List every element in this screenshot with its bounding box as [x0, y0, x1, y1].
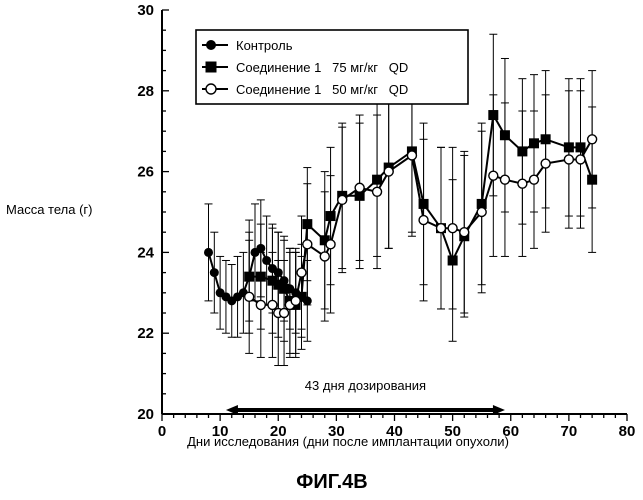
chart-legend: Контроль Соединение 1 75 мг/кг QD Соединен…: [195, 29, 469, 105]
legend-box: [195, 29, 469, 105]
data-point-square: [476, 198, 487, 209]
data-point-open-circle: [354, 182, 365, 193]
data-point-open-circle: [302, 239, 313, 250]
data-point-open-circle: [499, 174, 511, 185]
y-tick-label: 28: [137, 83, 154, 100]
data-point-square: [540, 134, 551, 145]
legend-entry-label: Соединение 1 75 мг/кг QD: [236, 60, 408, 75]
data-point-open-circle: [563, 154, 575, 165]
x-tick-label: 70: [561, 423, 578, 440]
data-point-open-circle: [325, 239, 336, 250]
dosing-annotation-text: 43 дня дозирования: [305, 378, 426, 393]
data-point-open-circle: [278, 307, 290, 319]
data-point-open-circle: [255, 299, 267, 311]
data-point-open-circle: [406, 150, 418, 161]
x-tick-label: 20: [270, 423, 287, 440]
data-point-square: [488, 110, 499, 121]
data-point-square: [447, 255, 458, 266]
data-point-square: [418, 198, 429, 209]
data-point-open-circle: [459, 226, 470, 238]
data-point-square: [563, 142, 574, 153]
data-point-open-circle: [336, 194, 348, 206]
data-point-open-circle: [435, 222, 447, 234]
x-tick-label: 80: [619, 423, 636, 440]
data-point-open-circle: [418, 214, 429, 226]
legend-entry-label: Контроль: [236, 38, 293, 53]
data-point-filled-circle: [206, 40, 216, 50]
dosing-arrow-left-head: [225, 404, 238, 415]
data-point-open-circle: [296, 267, 307, 278]
data-point-open-circle: [476, 206, 487, 218]
data-point-square: [354, 190, 365, 201]
data-point-filled-circle: [256, 243, 266, 253]
data-point-square: [325, 211, 336, 222]
y-tick-label: 20: [137, 406, 154, 423]
data-point-open-circle: [290, 295, 301, 307]
data-point-open-circle: [267, 299, 278, 311]
data-point-open-circle: [205, 83, 217, 95]
data-point-open-circle: [517, 178, 528, 189]
series-line: [248, 138, 593, 314]
data-point-open-circle: [540, 158, 551, 169]
data-point-square: [244, 271, 255, 282]
data-point-filled-circle: [262, 255, 272, 265]
data-point-open-circle: [319, 251, 330, 262]
data-point-open-circle: [447, 222, 458, 234]
y-tick-label: 24: [137, 244, 154, 261]
data-point-square: [499, 130, 510, 141]
x-tick-label: 40: [386, 423, 403, 440]
x-tick-label: 0: [158, 423, 166, 440]
dosing-annotation: 43 дня дозирования: [225, 378, 505, 415]
data-point-square: [529, 138, 539, 149]
data-point-filled-circle: [273, 268, 283, 278]
x-tick-label: 60: [502, 423, 519, 440]
data-point-square: [517, 146, 528, 157]
data-point-square: [267, 275, 278, 286]
data-point-square: [279, 283, 290, 294]
y-tick-label: 30: [137, 2, 154, 19]
data-point-square: [587, 174, 598, 185]
axes-layer: 20 22 24 26 28 30 0 10 20 30 40 50 60 70 80: [137, 2, 635, 440]
y-axis-label: Масса тела (г): [6, 202, 92, 217]
data-point-square: [319, 235, 330, 246]
dosing-arrow-right-head: [492, 404, 505, 415]
data-point-square: [575, 142, 586, 153]
data-point-filled-circle: [204, 247, 213, 257]
data-point-square: [205, 61, 217, 73]
y-tick-label: 22: [137, 325, 154, 342]
legend-entry-label: Соединение 1 50 мг/кг QD: [236, 82, 408, 97]
data-point-open-circle: [488, 170, 499, 181]
x-tick-label: 50: [444, 423, 461, 440]
x-axis-label: Дни исследования (дни после имплантации …: [187, 434, 509, 449]
data-point-square: [302, 219, 313, 230]
data-point-filled-circle: [209, 268, 219, 278]
y-tick-label: 26: [137, 164, 154, 181]
data-point-square: [296, 291, 307, 302]
data-point-open-circle: [528, 174, 540, 185]
data-point-open-circle: [575, 154, 586, 165]
data-point-open-circle: [586, 134, 598, 145]
data-point-open-circle: [243, 291, 255, 303]
x-tick-label: 30: [328, 423, 345, 440]
data-point-square: [273, 279, 284, 290]
series-markers-layer: [204, 110, 598, 319]
data-point-square: [372, 174, 383, 185]
data-point-open-circle: [371, 186, 383, 198]
x-tick-label: 10: [212, 423, 229, 440]
data-point-square: [255, 271, 266, 282]
figure-caption: ФИГ.4B: [296, 471, 367, 493]
data-point-open-circle: [383, 166, 394, 177]
